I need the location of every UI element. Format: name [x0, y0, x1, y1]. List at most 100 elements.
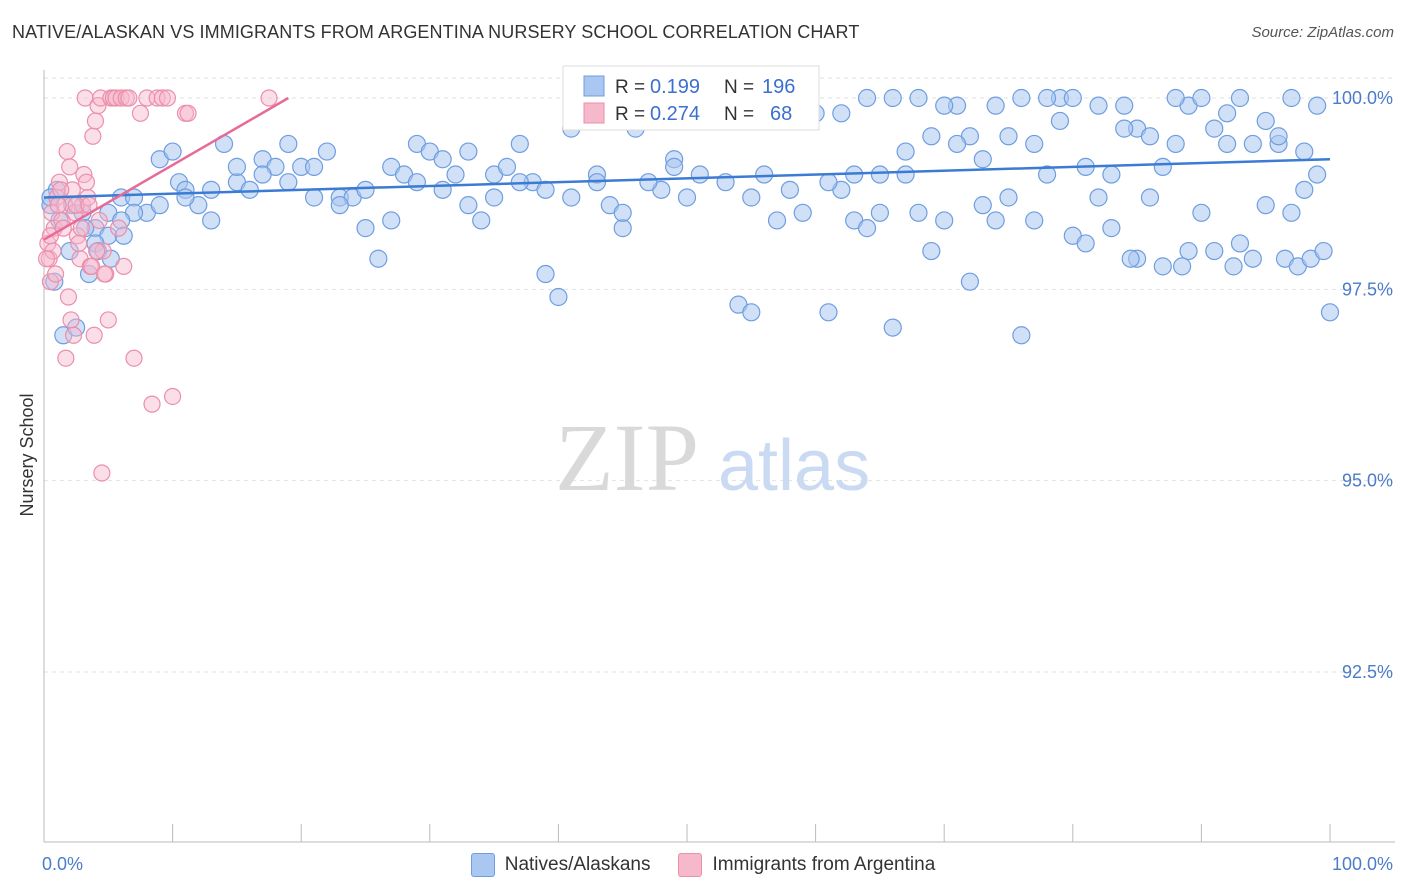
legend-n-label-1: N = — [724, 77, 754, 98]
data-point-argentina-40 — [158, 89, 177, 107]
legend-box: R = 0.199 N = 196 R = 0.274 N = 68 — [562, 65, 820, 131]
data-point-native-151 — [613, 203, 632, 222]
data-point-native-92 — [1192, 203, 1211, 222]
y-tick-label-3: 92.5% — [1342, 662, 1393, 682]
data-point-native-68 — [883, 318, 902, 337]
data-point-native-100 — [1295, 180, 1314, 199]
data-point-native-158 — [433, 180, 452, 199]
data-point-native-89 — [1153, 157, 1172, 176]
data-point-native-141 — [870, 203, 890, 222]
data-point-native-42 — [549, 287, 568, 307]
data-point-native-86 — [1115, 96, 1134, 115]
data-point-native-122 — [1269, 127, 1288, 146]
data-point-native-79 — [1025, 211, 1044, 230]
data-point-native-116 — [1115, 119, 1134, 138]
data-point-native-85 — [1102, 165, 1121, 184]
data-point-native-123 — [1295, 142, 1314, 161]
data-point-argentina-25 — [99, 311, 117, 329]
data-point-native-161 — [356, 180, 375, 199]
trend-lines — [43, 96, 1331, 241]
data-point-native-117 — [1140, 127, 1160, 146]
y-tick-labels: 100.0% 97.5% 95.0% 92.5% — [1332, 88, 1393, 682]
grid-lines — [44, 77, 1395, 673]
data-point-native-84 — [1089, 188, 1108, 207]
data-point-native-136 — [999, 188, 1018, 207]
data-point-native-128 — [1205, 241, 1224, 261]
data-point-native-70 — [909, 203, 928, 222]
data-point-native-115 — [1089, 96, 1108, 115]
data-point-native-57 — [742, 303, 761, 322]
trend-line-argentina — [43, 96, 289, 241]
data-point-native-118 — [1166, 88, 1185, 108]
data-point-native-159 — [407, 173, 427, 192]
legend-r-label-2: R = — [615, 104, 645, 125]
data-point-native-11 — [163, 142, 182, 161]
data-point-native-132 — [1102, 219, 1121, 238]
data-point-native-149 — [665, 157, 684, 176]
data-point-native-114 — [1063, 88, 1082, 108]
data-point-argentina-29 — [109, 219, 128, 237]
legend-swatch-pink — [583, 102, 605, 124]
data-point-native-137 — [973, 150, 992, 169]
data-point-argentina-20 — [86, 112, 105, 130]
data-point-native-127 — [1230, 234, 1250, 253]
data-point-argentina-50 — [57, 349, 75, 367]
data-point-native-67 — [870, 165, 890, 184]
data-point-native-124 — [1308, 165, 1327, 184]
legend-label-natives: Natives/Alaskans — [504, 854, 651, 875]
data-point-native-75 — [973, 196, 992, 215]
data-point-argentina-58 — [77, 173, 96, 191]
data-point-native-97 — [1256, 111, 1275, 131]
legend-r-value-1: 0.199 — [650, 76, 700, 98]
data-point-native-120 — [1218, 104, 1237, 123]
data-point-argentina-9 — [58, 142, 76, 161]
data-point-argentina-62 — [88, 242, 106, 260]
data-point-argentina-52 — [62, 311, 80, 329]
legend-label-argentina: Immigrants from Argentina — [712, 854, 936, 875]
data-point-argentina-60 — [82, 257, 101, 275]
data-point-native-135 — [1025, 134, 1044, 154]
data-point-native-23 — [304, 157, 324, 176]
data-point-native-88 — [1140, 188, 1160, 207]
trend-line-natives — [43, 157, 1331, 199]
data-point-native-24 — [317, 142, 337, 161]
bottom-legend: Natives/Alaskans Immigrants from Argenti… — [0, 850, 1406, 880]
data-point-argentina-19 — [84, 127, 102, 145]
data-point-native-58 — [755, 165, 774, 184]
legend-item-natives[interactable]: Natives/Alaskans — [470, 853, 651, 877]
data-point-argentina-53 — [64, 326, 83, 344]
data-point-native-130 — [1153, 257, 1172, 276]
y-tick-label-1: 97.5% — [1342, 279, 1393, 299]
data-point-native-39 — [510, 134, 529, 154]
legend-item-argentina[interactable]: Immigrants from Argentina — [678, 853, 935, 877]
data-point-native-153 — [562, 188, 581, 207]
data-point-native-94 — [1218, 134, 1237, 154]
data-point-native-111 — [986, 96, 1005, 115]
data-point-native-18 — [240, 180, 259, 199]
source-label: Source: ZipAtlas.com — [1251, 24, 1394, 41]
data-point-native-165 — [253, 165, 272, 184]
data-point-native-72 — [935, 211, 954, 230]
data-point-native-66 — [857, 219, 877, 238]
data-point-native-107 — [883, 88, 902, 108]
data-point-native-77 — [999, 127, 1018, 146]
legend-swatch-blue — [583, 75, 605, 97]
data-point-native-35 — [459, 142, 478, 161]
data-point-native-33 — [433, 150, 452, 169]
data-point-native-144 — [793, 203, 812, 222]
data-point-native-78 — [1012, 326, 1031, 345]
data-point-native-150 — [639, 173, 658, 192]
watermark-zip: ZIP — [555, 404, 699, 511]
data-point-native-41 — [536, 264, 555, 284]
y-axis-label: Nursery School — [17, 393, 37, 516]
data-point-native-160 — [382, 211, 401, 230]
data-point-native-157 — [459, 196, 478, 215]
data-point-native-101 — [1308, 96, 1327, 115]
data-point-native-112 — [1012, 88, 1031, 108]
data-point-native-140 — [896, 142, 915, 161]
legend-r-label-1: R = — [615, 77, 645, 98]
data-point-native-188 — [1224, 257, 1243, 276]
data-point-argentina-61 — [85, 326, 103, 344]
data-point-native-138 — [947, 134, 967, 154]
